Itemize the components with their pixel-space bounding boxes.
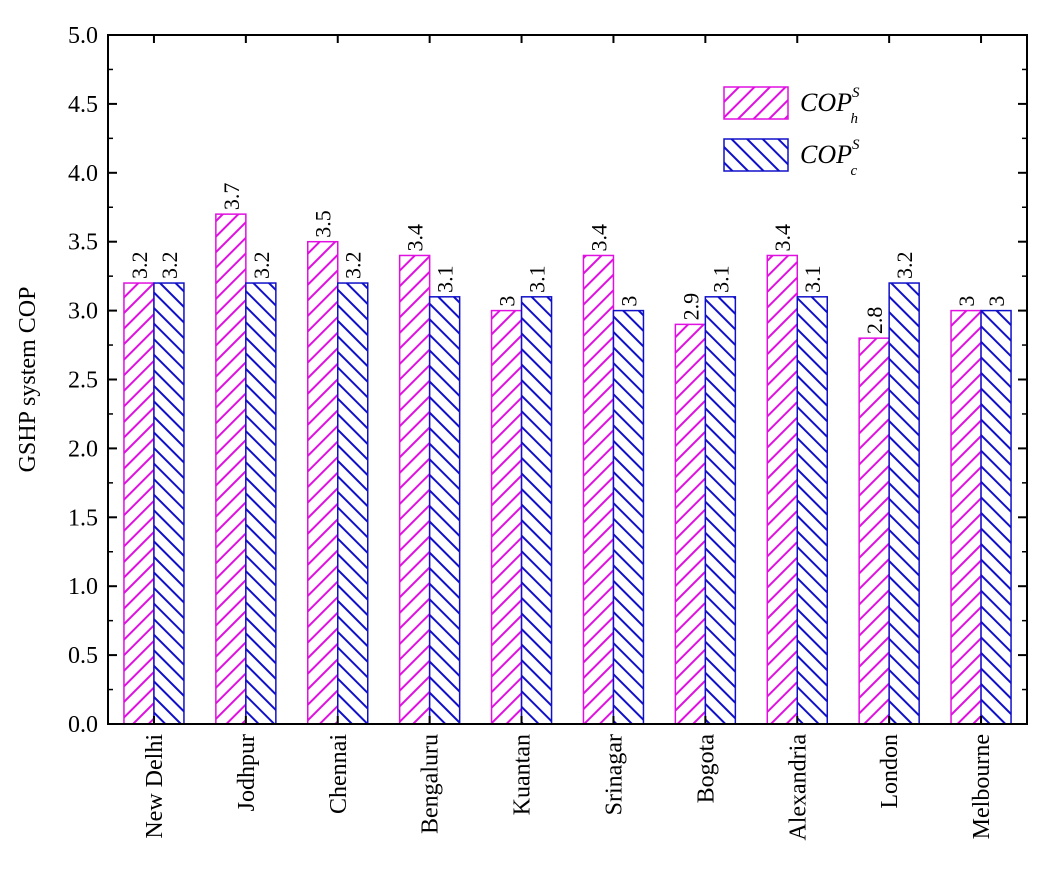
y-tick-label: 5.0 — [68, 23, 98, 49]
y-tick-label: 4.5 — [68, 92, 98, 118]
bar-c-alexandria — [796, 296, 828, 725]
x-category-label: Srinagar — [601, 734, 627, 815]
y-tick-label: 1.5 — [68, 505, 98, 531]
data-label-c: 3.2 — [157, 252, 182, 280]
data-label-c: 3 — [984, 296, 1009, 307]
data-label-h: 3 — [495, 296, 520, 307]
bar-h-alexandria — [766, 254, 798, 725]
legend-swatch-h — [723, 86, 789, 120]
data-label-c: 3.1 — [708, 265, 733, 293]
y-tick-label: 2.0 — [68, 436, 98, 462]
x-category-label: Melbourne — [969, 734, 995, 839]
bar-c-london — [888, 282, 920, 725]
data-label-c: 3.2 — [249, 252, 274, 280]
bar-h-london — [858, 337, 890, 725]
bar-c-kuantan — [520, 296, 553, 725]
bar-h-kuantan — [490, 309, 523, 725]
data-label-h: 3 — [954, 296, 979, 307]
bar-h-chennai — [307, 240, 339, 725]
legend-label-c: COPS c — [800, 137, 860, 179]
legend-swatch-c — [723, 138, 789, 172]
bar-c-bogota — [704, 296, 737, 725]
bar-c-new-delhi — [153, 282, 185, 725]
bar-h-bogota — [674, 323, 707, 725]
legend: COPS h COPS c — [714, 75, 891, 188]
data-label-h: 2.9 — [678, 293, 703, 321]
x-category-label: Alexandria — [785, 734, 811, 841]
data-label-h: 3.7 — [219, 183, 244, 211]
data-label-h: 2.8 — [862, 307, 887, 335]
data-label-c: 3.1 — [800, 265, 825, 293]
data-label-c: 3.1 — [525, 265, 550, 293]
y-tick-label: 3.5 — [68, 230, 98, 256]
data-label-h: 3.2 — [127, 252, 152, 280]
x-category-label: Jodhpur — [234, 734, 260, 811]
y-tick-label: 0.0 — [68, 712, 98, 738]
data-label-h: 3.4 — [770, 224, 795, 252]
x-category-label: London — [877, 734, 903, 809]
data-label-c: 3.2 — [341, 252, 366, 280]
data-label-c: 3 — [616, 296, 641, 307]
y-tick-label: 1.0 — [68, 574, 98, 600]
x-category-label: Chennai — [326, 734, 352, 814]
x-category-label: Bogota — [693, 734, 719, 804]
data-label-c: 3.2 — [892, 252, 917, 280]
y-axis-title: GSHP system COP — [15, 287, 41, 473]
y-tick-label: 4.0 — [68, 161, 98, 187]
legend-label-h: COPS h — [800, 85, 860, 127]
x-category-label: Bengaluru — [418, 734, 444, 834]
data-label-h: 3.4 — [586, 224, 611, 252]
bar-h-new-delhi — [123, 282, 155, 725]
bar-c-srinagar — [612, 309, 645, 725]
data-label-h: 3.5 — [311, 210, 336, 238]
data-label-h: 3.4 — [403, 224, 428, 252]
bar-h-melbourne — [950, 309, 982, 725]
data-label-c: 3.1 — [433, 265, 458, 293]
y-tick-label: 3.0 — [68, 299, 98, 325]
x-category-label: New Delhi — [142, 734, 168, 839]
axis-ticks: 0.0 0.5 1.0 1.5 2.0 2.5 3.0 3.5 4.0 4.5 5.0 New Del… — [68, 23, 1027, 841]
bar-c-jodhpur — [245, 282, 277, 725]
plot-area: 3.2 3.23.73.23.53.23.43.133.13.43 2.93.13.… — [123, 183, 1012, 725]
bar-h-bengaluru — [398, 254, 431, 725]
y-tick-label: 2.5 — [68, 368, 98, 394]
bar-c-melbourne — [980, 309, 1012, 725]
bar-c-bengaluru — [428, 296, 461, 725]
bar-h-srinagar — [582, 254, 615, 725]
bar-h-jodhpur — [215, 213, 247, 725]
x-category-label: Kuantan — [510, 734, 536, 815]
y-tick-label: 0.5 — [68, 643, 98, 669]
bar-c-chennai — [337, 282, 369, 725]
